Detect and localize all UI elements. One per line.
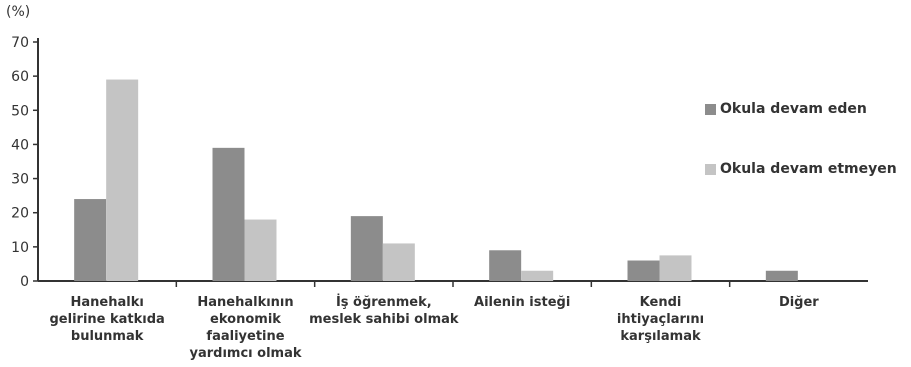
legend-label-okula-devam-eden: Okula devam eden	[720, 101, 867, 117]
x-tick-label-diger: Diğer	[778, 295, 819, 310]
bar-okula-devam-eden-is-ogrenmek	[350, 216, 383, 281]
x-tick-label-hanehalki-geliri: Hanehalkı gelirine katkıda bulunmak	[49, 295, 165, 344]
x-tick-label-is-ogrenmek: İş öğrenmek, meslek sahibi olmak	[309, 295, 459, 327]
legend-swatch-okula-devam-eden	[705, 103, 716, 115]
x-tick-label-hanehalki-ekonomik: Hanehalkının ekonomik faaliyetine yardım…	[189, 295, 302, 361]
bar-okula-devam-eden-kendi-ihtiyaclari	[627, 260, 660, 281]
y-tick-label-20: 20	[11, 206, 29, 222]
bar-okula-devam-eden-hanehalki-ekonomik	[212, 147, 245, 281]
y-tick-label-60: 60	[11, 69, 29, 85]
y-tick-label-0: 0	[20, 274, 29, 290]
y-tick-label-40: 40	[11, 137, 29, 153]
bar-okula-devam-eden-ailenin-istegi	[489, 250, 522, 281]
x-tick-label-kendi-ihtiyaclari: Kendi ihtiyaçlarını karşılamak	[616, 295, 705, 344]
y-axis-unit-label: (%)	[6, 4, 31, 20]
bar-okula-devam-etmeyen-kendi-ihtiyaclari	[659, 255, 692, 281]
bar-okula-devam-etmeyen-hanehalki-geliri	[106, 79, 139, 281]
bar-okula-devam-eden-hanehalki-geliri	[74, 199, 107, 281]
legend-item-okula-devam-etmeyen: Okula devam etmeyen	[705, 161, 897, 177]
bar-okula-devam-etmeyen-ailenin-istegi	[521, 270, 554, 281]
y-tick-label-30: 30	[11, 172, 29, 188]
x-tick-label-ailenin-istegi: Ailenin isteği	[474, 295, 571, 310]
legend-label-okula-devam-etmeyen: Okula devam etmeyen	[720, 161, 897, 177]
y-tick-label-10: 10	[11, 240, 29, 256]
bar-okula-devam-eden-diger	[765, 270, 798, 281]
y-tick-label-70: 70	[11, 35, 29, 51]
legend-item-okula-devam-eden: Okula devam eden	[705, 101, 867, 117]
bar-okula-devam-etmeyen-hanehalki-ekonomik	[244, 219, 277, 281]
bar-okula-devam-etmeyen-is-ogrenmek	[382, 243, 415, 281]
legend-swatch-okula-devam-etmeyen	[705, 163, 716, 175]
y-tick-label-50: 50	[11, 103, 29, 119]
